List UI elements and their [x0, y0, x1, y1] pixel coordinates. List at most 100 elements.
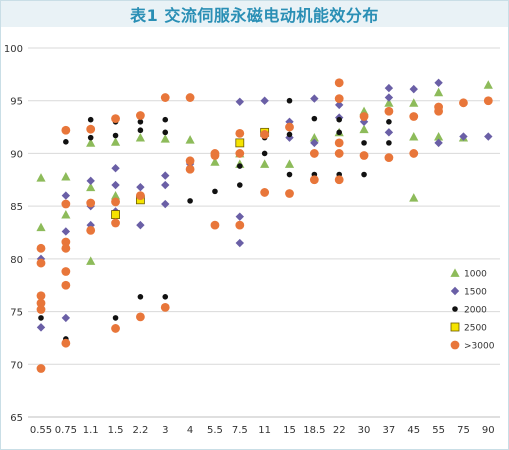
data-point-series-2 — [162, 129, 169, 136]
data-point-series-4 — [61, 338, 71, 348]
data-point-series-2 — [361, 140, 367, 146]
x-tick-label: 2.2 — [132, 425, 148, 436]
data-point-series-1 — [136, 182, 145, 192]
data-point-series-4 — [136, 191, 145, 201]
data-point-series-0 — [409, 193, 419, 202]
data-point-series-4 — [185, 93, 195, 102]
x-tick-label: 22 — [333, 425, 346, 436]
legend-label: 1500 — [464, 288, 487, 298]
data-point-series-0 — [135, 133, 145, 142]
y-tick-label: 95 — [10, 97, 23, 108]
data-point-series-1 — [384, 128, 394, 137]
x-tick-label: 4 — [187, 425, 193, 436]
data-point-series-2 — [286, 171, 293, 178]
data-point-series-4 — [36, 258, 46, 268]
data-point-series-4 — [61, 243, 71, 253]
data-point-series-0 — [260, 159, 270, 168]
data-point-series-4 — [309, 175, 319, 185]
data-point-series-4 — [409, 112, 419, 121]
data-point-series-0 — [36, 222, 46, 232]
data-point-series-4 — [61, 237, 71, 247]
data-point-series-0 — [36, 173, 46, 182]
data-point-series-1 — [409, 84, 418, 94]
data-point-series-4 — [160, 93, 170, 102]
data-point-series-2 — [87, 134, 94, 141]
title-bar: 表1 交流伺服永磁电动机能效分布 — [1, 1, 508, 27]
data-point-series-0 — [110, 191, 121, 200]
x-tick-label: 30 — [358, 425, 371, 436]
data-point-series-4 — [136, 312, 145, 322]
data-point-series-4 — [86, 198, 96, 208]
data-point-series-4 — [36, 364, 46, 373]
data-point-series-4 — [61, 280, 71, 290]
data-point-series-0 — [384, 98, 394, 107]
data-point-series-0 — [61, 172, 71, 181]
data-point-series-4 — [160, 302, 170, 312]
data-point-series-0 — [409, 98, 419, 107]
data-point-series-1 — [111, 163, 120, 173]
data-point-series-4 — [111, 197, 120, 207]
y-tick-label: 80 — [10, 255, 23, 266]
data-point-series-4 — [86, 225, 96, 235]
data-point-series-2 — [212, 188, 218, 195]
y-tick-label: 90 — [10, 149, 23, 160]
data-point-series-4 — [36, 291, 46, 301]
y-tick-label: 70 — [10, 360, 23, 371]
data-point-series-1 — [285, 133, 294, 142]
data-point-series-4 — [434, 106, 443, 116]
data-point-series-1 — [235, 238, 244, 248]
x-tick-label: 5.5 — [207, 425, 223, 436]
data-point-series-4 — [111, 218, 120, 228]
legend-marker-2 — [452, 306, 458, 312]
data-point-series-4 — [210, 151, 220, 160]
x-tick-label: 18.5 — [303, 425, 325, 436]
data-point-series-4 — [334, 149, 344, 158]
data-point-series-4 — [210, 220, 220, 230]
data-point-series-4 — [61, 199, 71, 209]
data-point-series-2 — [87, 116, 94, 123]
data-point-series-1 — [136, 220, 145, 230]
data-point-series-3 — [111, 210, 120, 219]
legend-label: 2500 — [464, 324, 487, 334]
data-point-series-1 — [111, 180, 120, 190]
y-tick-label: 65 — [10, 413, 23, 424]
data-point-series-2 — [137, 127, 144, 134]
data-point-series-0 — [434, 87, 444, 97]
y-tick-label: 85 — [10, 202, 23, 213]
x-tick-label: 75 — [457, 425, 470, 436]
data-point-series-3 — [235, 138, 245, 148]
data-point-series-4 — [36, 305, 46, 314]
data-point-series-4 — [185, 164, 195, 174]
data-point-series-1 — [61, 191, 71, 200]
data-point-series-4 — [235, 220, 245, 230]
data-point-series-4 — [111, 324, 120, 333]
data-point-series-2 — [286, 131, 293, 138]
data-point-series-4 — [359, 112, 369, 121]
data-point-series-0 — [409, 131, 419, 141]
data-point-series-0 — [86, 182, 96, 192]
data-point-series-2 — [336, 129, 343, 136]
x-tick-label: 55 — [432, 425, 445, 436]
data-point-series-4 — [61, 267, 71, 276]
y-tick-label: 75 — [10, 308, 23, 319]
data-point-series-2 — [336, 116, 343, 123]
x-tick-label: 7.5 — [232, 425, 248, 436]
data-point-series-4 — [359, 151, 369, 160]
data-point-series-2 — [311, 115, 318, 122]
data-point-series-1 — [310, 138, 319, 148]
x-tick-label: 1.1 — [83, 425, 99, 436]
data-point-series-2 — [38, 315, 44, 321]
data-point-series-4 — [86, 124, 96, 134]
data-point-series-0 — [86, 138, 96, 147]
data-point-series-2 — [112, 132, 119, 139]
data-point-series-4 — [136, 111, 145, 120]
data-point-series-1 — [36, 323, 46, 332]
data-point-series-2 — [137, 294, 144, 300]
data-point-series-4 — [334, 94, 344, 104]
data-point-series-1 — [235, 97, 244, 106]
data-point-series-1 — [61, 313, 71, 323]
data-point-series-2 — [137, 119, 144, 125]
data-point-series-2 — [162, 116, 169, 123]
data-point-series-1 — [161, 180, 170, 190]
